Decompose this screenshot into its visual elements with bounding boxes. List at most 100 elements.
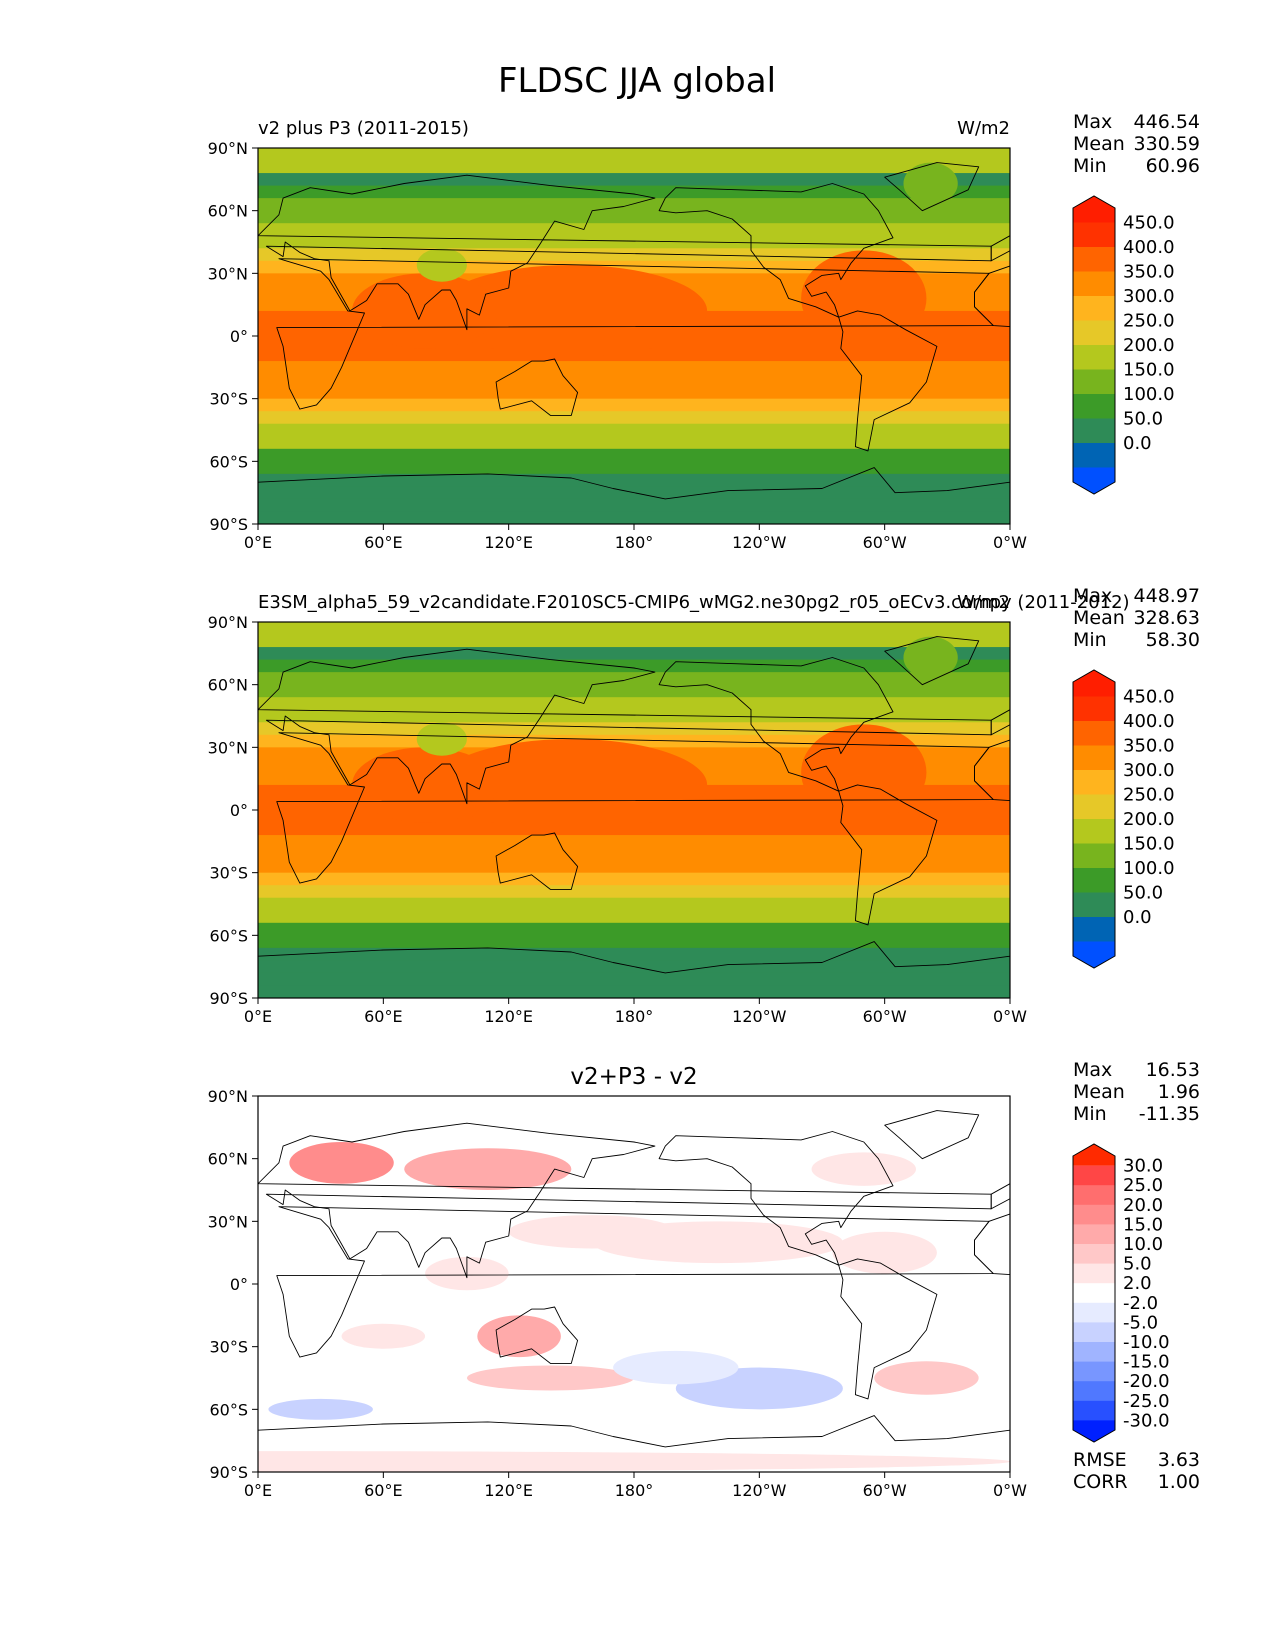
colorbar-label: 400.0 xyxy=(1123,711,1175,732)
x-tick-label: 0°E xyxy=(244,1007,272,1026)
field-band xyxy=(258,622,1010,636)
colorbar-segment xyxy=(1073,794,1115,820)
field-greenland xyxy=(903,162,958,205)
colorbar-label: 200.0 xyxy=(1123,809,1175,830)
coastline-australia xyxy=(495,832,579,890)
x-tick-label: 120°E xyxy=(484,1481,533,1500)
colorbar-segment xyxy=(1073,394,1115,419)
field-band xyxy=(258,684,1010,698)
panel-units: W/m2 xyxy=(957,592,1010,613)
stat-label: Mean xyxy=(1073,133,1125,155)
panel-title-left: E3SM_alpha5_59_v2candidate.F2010SC5-CMIP… xyxy=(258,592,1130,613)
field-tibet xyxy=(416,248,467,282)
colorbar-segment xyxy=(1073,1283,1115,1304)
panel-title-left: v2 plus P3 (2011-2015) xyxy=(258,118,469,139)
colorbar-label: 0.0 xyxy=(1123,907,1152,928)
field-anomaly xyxy=(477,1315,561,1358)
colorbar-label: 150.0 xyxy=(1123,834,1175,855)
colorbar-segment xyxy=(1073,247,1115,272)
field-anomaly xyxy=(508,1215,676,1249)
coastline-antarctica xyxy=(258,467,1010,524)
field-band xyxy=(258,985,1010,998)
y-tick-label: 30°N xyxy=(208,264,248,283)
colorbar-segment xyxy=(1073,196,1115,223)
colorbar-segment xyxy=(1073,1381,1115,1402)
coastline-north-america xyxy=(658,1131,894,1266)
field-indian-ocean xyxy=(352,273,499,349)
coastline-south-america xyxy=(838,310,938,452)
stat-value: 448.97 xyxy=(1134,585,1200,607)
x-tick-label: 180° xyxy=(615,533,654,552)
colorbar-label: 350.0 xyxy=(1123,736,1175,757)
x-tick-label: 180° xyxy=(615,1007,654,1026)
metric-value: 3.63 xyxy=(1158,1449,1200,1471)
y-tick-label: 90°N xyxy=(208,139,248,158)
field-band xyxy=(258,373,1010,387)
stat-value: 58.30 xyxy=(1146,629,1200,651)
field-band xyxy=(258,398,1010,412)
colorbar-segment xyxy=(1073,696,1115,722)
colorbar-label: -2.0 xyxy=(1123,1293,1158,1314)
x-tick-label: 60°W xyxy=(863,533,907,552)
colorbar-outline xyxy=(1072,1143,1116,1443)
metric-label: CORR xyxy=(1073,1471,1128,1493)
field-band xyxy=(258,423,1010,437)
stat-value: 446.54 xyxy=(1134,111,1200,133)
stat-value: 1.96 xyxy=(1158,1081,1200,1103)
colorbar-label: 30.0 xyxy=(1123,1156,1163,1177)
metric-value: 1.00 xyxy=(1158,1471,1200,1493)
colorbar-segment xyxy=(1073,271,1115,297)
x-tick-label: 120°W xyxy=(732,1481,787,1500)
panel-test: 0°E 60°E 120°E 180° 120°W 60°W 0°W 90°N 60°N 30°N… xyxy=(208,111,1200,552)
stat-label: Min xyxy=(1073,629,1107,651)
colorbar-label: -10.0 xyxy=(1123,1332,1170,1353)
map-test xyxy=(258,148,1010,524)
colorbar-segment xyxy=(1073,843,1115,869)
coastline-australia xyxy=(495,358,579,416)
figure-title: FLDSC JJA global xyxy=(498,61,776,101)
field-caribbean xyxy=(801,724,927,821)
field-indian-ocean xyxy=(352,747,499,823)
colorbar-segment xyxy=(1073,1400,1115,1421)
stat-value: -11.35 xyxy=(1139,1103,1200,1125)
colorbar-label: 50.0 xyxy=(1123,409,1163,430)
stat-label: Max xyxy=(1073,111,1112,133)
field-anomaly xyxy=(268,1398,373,1420)
colorbar-label: -30.0 xyxy=(1123,1410,1170,1431)
colorbar-label: 300.0 xyxy=(1123,286,1175,307)
colorbar-segment xyxy=(1073,443,1115,468)
field-anomaly xyxy=(874,1361,979,1395)
field-band xyxy=(258,173,1010,187)
stat-label: Mean xyxy=(1073,607,1125,629)
colorbar-segment xyxy=(1073,1302,1115,1323)
stat-value: 330.59 xyxy=(1134,133,1200,155)
field-band xyxy=(258,473,1010,487)
colorbar-segment xyxy=(1073,1185,1115,1206)
colorbar-segment xyxy=(1073,345,1115,370)
coastline-north-america xyxy=(658,183,894,318)
coastline-eurasia xyxy=(258,174,992,331)
field-band xyxy=(258,448,1010,462)
colorbar-label: 300.0 xyxy=(1123,760,1175,781)
x-tick-label: 120°E xyxy=(484,533,533,552)
field-band xyxy=(258,348,1010,362)
field-band xyxy=(258,634,1010,648)
coastline-africa xyxy=(276,258,994,410)
x-tick-label: 60°W xyxy=(863,1007,907,1026)
x-tick-label: 0°E xyxy=(244,533,272,552)
metric-label: RMSE xyxy=(1073,1449,1127,1471)
field-band xyxy=(258,361,1010,375)
colorbar-label: 25.0 xyxy=(1123,1175,1163,1196)
field-band xyxy=(258,922,1010,936)
x-tick-label: 0°E xyxy=(244,1481,272,1500)
colorbar-label: 0.0 xyxy=(1123,433,1152,454)
colorbar-label: 200.0 xyxy=(1123,335,1175,356)
coastline-greenland xyxy=(884,1110,980,1160)
x-tick-label: 120°W xyxy=(732,1007,787,1026)
x-tick-label: 120°W xyxy=(732,533,787,552)
y-tick-label: 60°S xyxy=(209,926,248,945)
colorbar-segment xyxy=(1073,1224,1115,1245)
field-band xyxy=(258,511,1010,524)
field-anomaly xyxy=(466,1365,634,1391)
